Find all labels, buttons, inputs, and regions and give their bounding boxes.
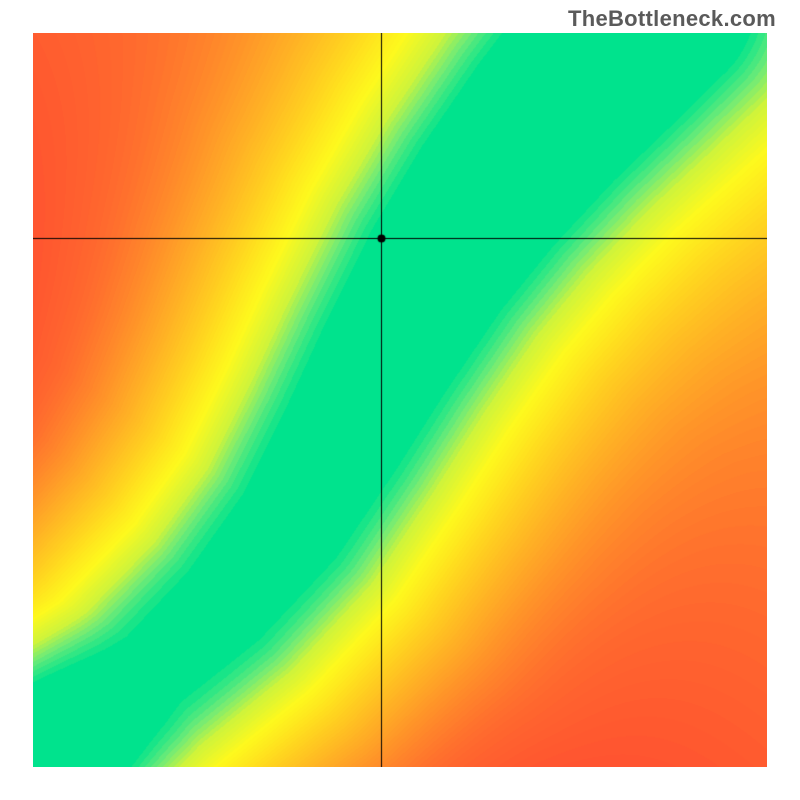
bottleneck-heatmap <box>33 33 767 767</box>
attribution-text: TheBottleneck.com <box>568 6 776 32</box>
